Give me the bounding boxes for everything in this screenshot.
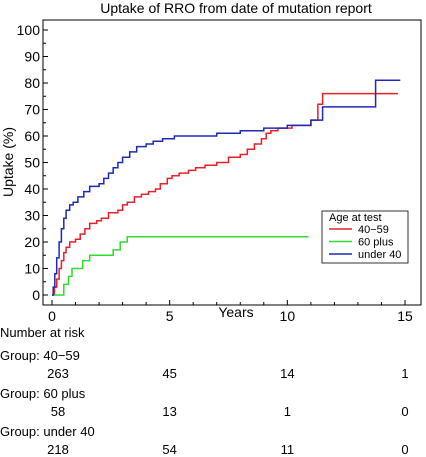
risk-count: 1 [283, 404, 291, 419]
risk-count: 58 [50, 404, 66, 419]
risk-count: 263 [47, 366, 69, 381]
x-tick-label: 10 [280, 308, 296, 324]
y-tick-label: 20 [24, 234, 40, 250]
x-tick-label: 15 [397, 308, 413, 324]
risk-count: 1 [401, 366, 409, 381]
series-line-1 [52, 235, 309, 296]
y-axis: 0 10 20 30 40 50 60 70 80 90 100 [17, 22, 48, 303]
y-tick-label: 0 [32, 287, 40, 303]
y-axis-label: Uptake (%) [0, 127, 16, 197]
legend-entry: 40−59 [358, 224, 389, 236]
risk-count: 14 [280, 366, 295, 381]
y-tick-label: 70 [24, 102, 40, 118]
x-axis-label: Years [218, 304, 253, 320]
legend-entry: under 40 [358, 249, 401, 261]
y-tick-label: 100 [17, 22, 41, 38]
risk-count: 45 [162, 366, 177, 381]
x-tick-label: 5 [166, 308, 174, 324]
series-line-2 [52, 79, 401, 296]
y-tick-label: 80 [24, 75, 40, 91]
y-tick-label: 50 [24, 155, 40, 171]
x-tick-label: 0 [48, 308, 56, 324]
y-tick-label: 90 [24, 49, 40, 65]
y-tick-label: 30 [24, 208, 40, 224]
x-axis: 0 5 10 15 [48, 300, 413, 324]
risk-count: 13 [162, 404, 177, 419]
y-tick-label: 10 [24, 261, 40, 277]
series-lines [52, 79, 401, 296]
legend-title: Age at test [329, 212, 382, 224]
series-line-0 [52, 92, 398, 296]
risk-group-label: Group: 60 plus [0, 386, 86, 401]
risk-count: 0 [401, 404, 409, 419]
risk-table-heading: Number at risk [0, 325, 85, 340]
legend-entry: 60 plus [358, 237, 394, 249]
uptake-chart: Uptake of RRO from date of mutation repo… [0, 0, 422, 324]
y-tick-label: 40 [24, 181, 40, 197]
chart-title: Uptake of RRO from date of mutation repo… [100, 0, 372, 16]
y-tick-label: 60 [24, 128, 40, 144]
risk-group-label: Group: 40−59 [0, 348, 80, 363]
risk-group-label: Group: under 40 [0, 424, 95, 439]
